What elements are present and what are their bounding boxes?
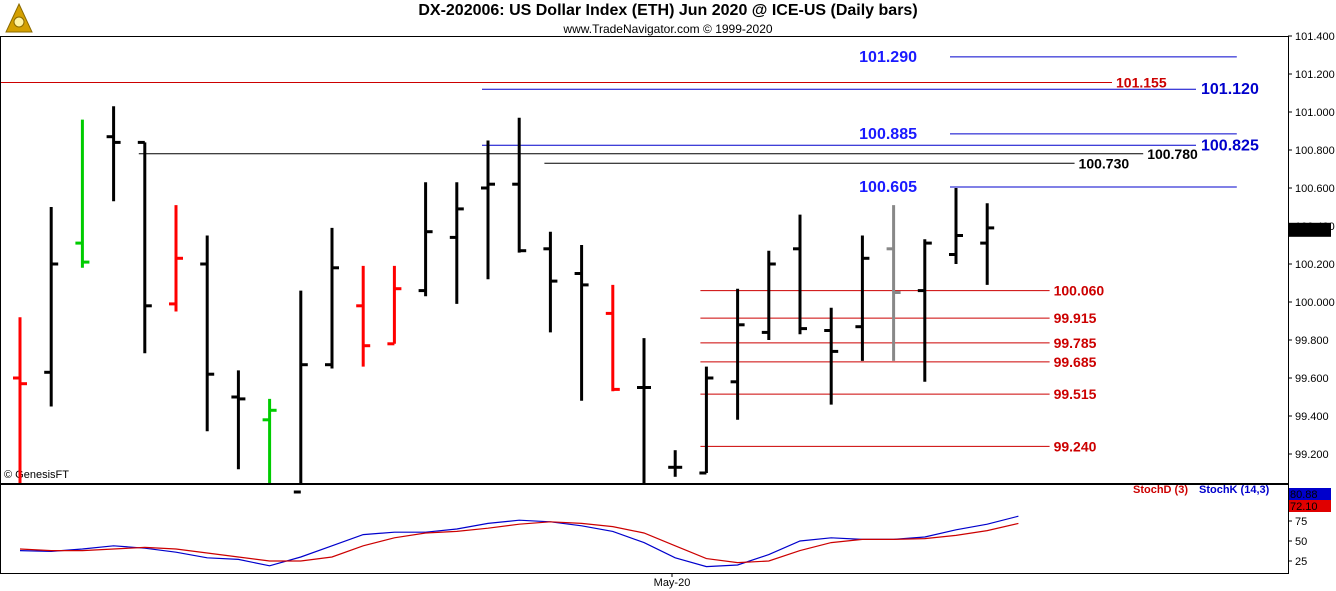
legend-stochk: StochK (14,3) [1199,484,1270,496]
ohlc-bar [325,227,339,369]
y-tick-label: 101.200 [1295,69,1335,81]
ohlc-bar [980,203,995,285]
ohlc-bar [574,245,589,401]
ohlc-bar [13,317,27,483]
stoch-series-StochD (3) [19,521,1019,564]
stochd-value: 72.10 [1290,501,1318,513]
y-tick-label: 101.000 [1295,107,1335,119]
ohlc-bar [605,284,620,392]
level-label-99.915: 99.915 [1054,310,1097,326]
x-tick-label: May-20 [654,577,691,589]
level-label-100.730: 100.730 [1079,155,1130,171]
ohlc-bar [106,106,121,202]
y-tick-label: 100.200 [1295,259,1335,271]
level-label-100.825: 100.825 [1201,137,1259,154]
ohlc-bar [169,205,183,312]
level-label-101.290: 101.290 [859,49,917,66]
ohlc-bar [481,140,495,280]
stoch-panel-frame [0,484,1289,574]
price-panel-frame [0,36,1289,484]
stochd-value-box [1289,500,1331,512]
last-price-box [1289,222,1331,237]
ohlc-bar [75,119,90,268]
y-tick-label: 100.800 [1295,145,1335,157]
level-label-99.685: 99.685 [1054,354,1097,370]
stoch-y-tick-label: 25 [1295,556,1307,568]
y-tick-label: 99.400 [1295,411,1329,423]
y-tick-label: 100.600 [1295,183,1335,195]
level-label-99.240: 99.240 [1054,438,1097,454]
stoch-y-tick-label: 75 [1295,516,1307,528]
ohlc-bar [512,117,527,253]
ohlc-bar [356,265,371,367]
ohlc-bar [262,398,277,483]
ohlc-bar [200,235,215,432]
y-tick-label: 99.800 [1295,335,1329,347]
ohlc-bar [668,450,683,477]
ohlc-bar [137,140,152,354]
chart-subtitle: www.TradeNavigator.com © 1999-2020 [563,22,773,36]
stoch-y-tick-label: 50 [1295,536,1307,548]
level-label-100.605: 100.605 [859,179,917,196]
ohlc-bar [824,307,839,405]
chart-title: DX-202006: US Dollar Index (ETH) Jun 202… [418,2,918,19]
y-tick-label: 99.600 [1295,373,1329,385]
stoch-series-StochK (14,3) [19,515,1019,568]
ohlc-bar [418,182,433,297]
ohlc-bar [949,188,963,264]
watermark: © GenesisFT [4,469,69,481]
level-label-101.155: 101.155 [1116,75,1167,91]
ohlc-bar [637,338,651,483]
trade-navigator-logo-icon [2,2,36,36]
ohlc-bar [730,288,745,420]
level-label-100.060: 100.060 [1054,283,1105,299]
ohlc-bar [793,214,807,335]
ohlc-bar [855,235,870,361]
ohlc-bar [543,231,558,333]
y-tick-label: 99.200 [1295,449,1329,461]
y-tick-label: 101.400 [1295,31,1335,43]
level-label-99.785: 99.785 [1054,335,1097,351]
level-label-100.780: 100.780 [1147,146,1198,162]
stochk-value-box [1289,488,1331,500]
level-label-100.885: 100.885 [859,126,917,143]
last-price-label: 100.380 [1291,225,1331,237]
ohlc-bar [699,366,714,475]
level-label-101.120: 101.120 [1201,81,1259,98]
ohlc-bar [293,290,308,494]
y-tick-label: 100.000 [1295,297,1335,309]
stochk-value: 80.88 [1290,489,1318,501]
legend-stochd: StochD (3) [1133,484,1188,496]
ohlc-bar [449,182,464,304]
ohlc-bar [917,239,932,382]
ohlc-bar [761,250,776,340]
ohlc-bar [231,370,246,470]
ohlc-bar [886,205,901,361]
level-label-99.515: 99.515 [1054,386,1097,402]
ohlc-bar [387,265,402,346]
ohlc-bar [44,207,59,407]
